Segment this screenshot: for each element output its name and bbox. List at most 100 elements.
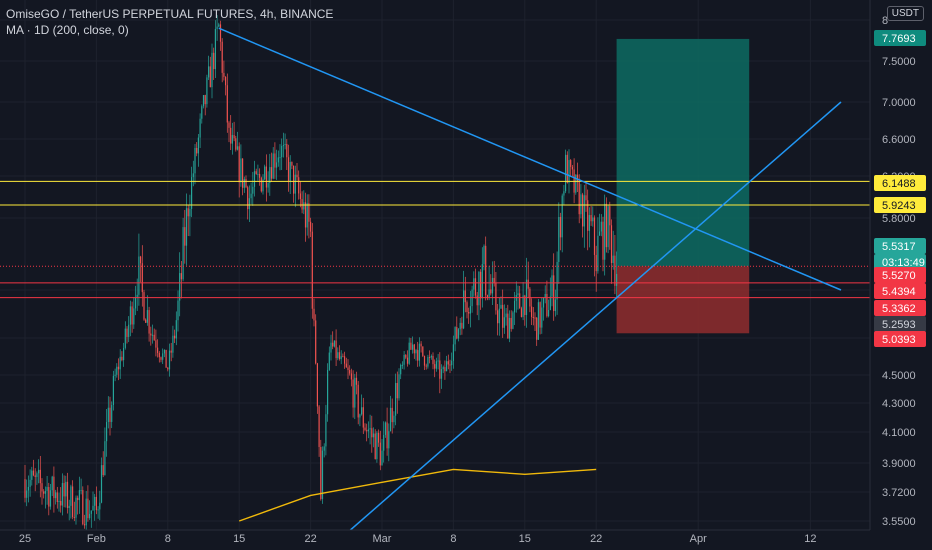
price-label-red: 5.5270 bbox=[874, 267, 926, 283]
candle-body bbox=[206, 77, 208, 105]
candle-body bbox=[427, 356, 429, 367]
price-label-target: 7.7693 bbox=[874, 30, 926, 46]
candles bbox=[24, 15, 618, 536]
candle-body bbox=[265, 166, 267, 188]
candle-body bbox=[480, 271, 482, 299]
candle-body bbox=[202, 95, 205, 107]
price-tick-label: 4.1000 bbox=[882, 427, 916, 439]
time-tick-label: 8 bbox=[165, 533, 171, 545]
candle-body bbox=[401, 364, 403, 366]
candle-body bbox=[466, 302, 468, 312]
candle-body bbox=[344, 356, 346, 364]
candle-body bbox=[463, 290, 465, 329]
candle-body bbox=[264, 166, 266, 180]
candle-body bbox=[408, 342, 410, 364]
candle-body bbox=[65, 481, 67, 497]
price-label-red: 5.3362 bbox=[874, 300, 926, 316]
time-tick-label: 15 bbox=[233, 533, 245, 545]
currency-badge[interactable]: USDT bbox=[886, 6, 924, 21]
candle-body bbox=[80, 490, 82, 492]
candle-body bbox=[507, 313, 509, 339]
price-label-text: 5.9243 bbox=[882, 200, 916, 212]
candle-body bbox=[531, 306, 533, 317]
candle-body bbox=[226, 85, 228, 123]
candle-body bbox=[73, 516, 75, 518]
candle-body bbox=[214, 29, 216, 70]
candle-body bbox=[342, 356, 344, 358]
candle-body bbox=[549, 296, 551, 310]
candle-body bbox=[434, 364, 436, 369]
candle-body bbox=[223, 72, 225, 77]
candle-body bbox=[112, 375, 114, 406]
candle-body bbox=[488, 289, 490, 298]
candle-body bbox=[259, 173, 261, 178]
candle-body bbox=[194, 148, 196, 174]
candle-body bbox=[442, 367, 444, 370]
candle-body bbox=[444, 367, 446, 372]
candle-body bbox=[286, 143, 288, 158]
candle-body bbox=[544, 293, 546, 298]
candle-body bbox=[301, 199, 303, 210]
candle-body bbox=[231, 135, 233, 144]
candle-body bbox=[162, 353, 164, 360]
candle-body bbox=[167, 367, 169, 370]
candle-body bbox=[349, 370, 351, 374]
candle-body bbox=[456, 327, 458, 339]
price-tick-label: 3.9000 bbox=[882, 458, 916, 470]
candle-body bbox=[238, 146, 240, 183]
candle-body bbox=[243, 178, 245, 188]
candle-body bbox=[114, 374, 116, 376]
candle-body bbox=[189, 208, 191, 217]
candle-body bbox=[498, 308, 500, 324]
candle-body bbox=[369, 428, 371, 430]
candle-body bbox=[320, 446, 322, 500]
symbol-title[interactable]: OmiseGO / TetherUS PERPETUAL FUTURES, 4h… bbox=[6, 7, 334, 21]
price-label-box bbox=[874, 238, 926, 254]
candle-body bbox=[583, 195, 585, 227]
price-label-box bbox=[874, 283, 926, 299]
candle-body bbox=[48, 487, 50, 507]
price-label-yellow: 5.9243 bbox=[874, 197, 926, 213]
candle-body bbox=[66, 481, 69, 509]
candle-body bbox=[155, 340, 157, 348]
candle-body bbox=[235, 138, 237, 150]
candle-body bbox=[359, 414, 361, 418]
candle-body bbox=[46, 487, 48, 491]
candle-body bbox=[335, 340, 337, 359]
candle-body bbox=[310, 221, 312, 232]
candle-body bbox=[396, 382, 398, 399]
candle-body bbox=[24, 479, 26, 498]
indicator-title[interactable]: MA · 1D (200, close, 0) bbox=[6, 23, 129, 37]
candle-body bbox=[121, 356, 123, 361]
candle-body bbox=[452, 344, 454, 361]
price-label-red: 5.4394 bbox=[874, 283, 926, 299]
candle-body bbox=[72, 486, 74, 517]
candle-body bbox=[304, 202, 307, 228]
candle-body bbox=[580, 194, 582, 215]
price-label-box bbox=[874, 175, 926, 191]
candle-body bbox=[26, 490, 28, 498]
candle-body bbox=[372, 433, 375, 438]
price-label-box bbox=[874, 197, 926, 213]
candle-body bbox=[417, 350, 419, 361]
candle-body bbox=[157, 347, 159, 353]
candle-body bbox=[123, 347, 125, 361]
time-tick-label: 25 bbox=[19, 533, 31, 545]
candle-body bbox=[381, 450, 383, 466]
price-label-text: 5.0393 bbox=[882, 334, 916, 346]
candle-body bbox=[379, 442, 381, 466]
candle-body bbox=[63, 483, 65, 497]
price-label-last: 5.5317 bbox=[874, 238, 926, 254]
candle-body bbox=[272, 153, 274, 179]
price-label-red: 5.0393 bbox=[874, 331, 926, 347]
candle-body bbox=[395, 382, 397, 416]
candle-body bbox=[473, 278, 475, 290]
candle-body bbox=[505, 313, 507, 318]
candle-body bbox=[298, 177, 300, 194]
candle-body bbox=[500, 304, 502, 309]
candle-body bbox=[316, 363, 318, 407]
candle-body bbox=[61, 483, 63, 506]
candle-body bbox=[294, 174, 296, 194]
candle-body bbox=[293, 165, 295, 194]
